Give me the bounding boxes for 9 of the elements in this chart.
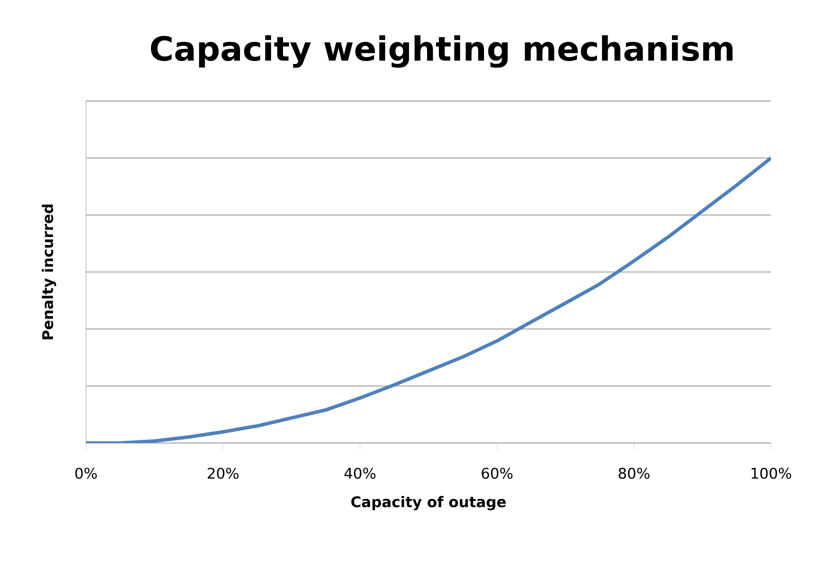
x-tick-label: 80%	[618, 468, 650, 479]
x-tick-label: 0%	[75, 468, 97, 479]
x-tick-label: 60%	[482, 468, 512, 479]
y-axis-title: Penalty incurred	[42, 204, 56, 340]
chart-title: Capacity weighting mechanism	[150, 35, 733, 68]
x-tick-label: 20%	[208, 468, 238, 479]
x-axis-title: Capacity of outage	[351, 496, 506, 510]
x-tick-label: 100%	[752, 468, 792, 479]
x-tick-label: 40%	[344, 468, 376, 479]
